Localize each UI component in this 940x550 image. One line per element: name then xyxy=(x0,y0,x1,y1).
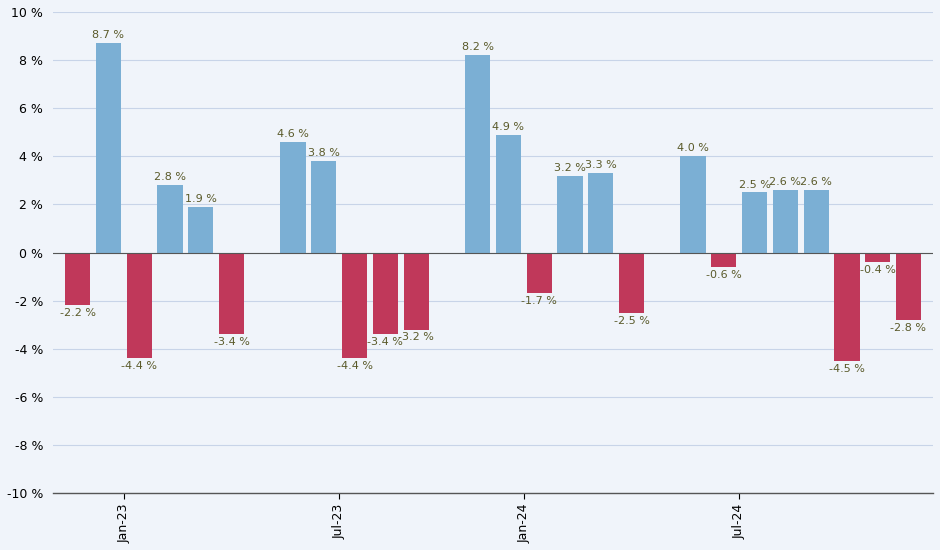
Text: 4.9 %: 4.9 % xyxy=(493,122,525,132)
Text: -2.5 %: -2.5 % xyxy=(614,316,650,326)
Bar xyxy=(373,252,398,334)
Text: -0.6 %: -0.6 % xyxy=(706,270,742,280)
Text: 3.2 %: 3.2 % xyxy=(554,163,586,173)
Bar xyxy=(403,252,429,329)
Text: 8.7 %: 8.7 % xyxy=(92,30,124,40)
Bar xyxy=(557,175,583,252)
Text: 2.6 %: 2.6 % xyxy=(770,177,801,187)
Bar xyxy=(65,252,90,305)
Text: -4.4 %: -4.4 % xyxy=(337,361,372,371)
Text: -3.4 %: -3.4 % xyxy=(213,337,249,347)
Bar xyxy=(742,192,767,252)
Bar xyxy=(342,252,368,359)
Text: -1.7 %: -1.7 % xyxy=(522,296,557,306)
Text: 3.8 %: 3.8 % xyxy=(308,148,339,158)
Bar xyxy=(865,252,890,262)
Bar xyxy=(157,185,182,252)
Bar xyxy=(465,55,491,252)
Text: -4.4 %: -4.4 % xyxy=(121,361,157,371)
Text: 2.5 %: 2.5 % xyxy=(739,179,771,190)
Bar xyxy=(127,252,152,359)
Text: 4.6 %: 4.6 % xyxy=(277,129,309,139)
Text: 2.6 %: 2.6 % xyxy=(800,177,832,187)
Text: 3.3 %: 3.3 % xyxy=(585,160,617,170)
Text: 4.0 %: 4.0 % xyxy=(677,144,709,153)
Text: -0.4 %: -0.4 % xyxy=(860,265,896,275)
Text: 8.2 %: 8.2 % xyxy=(462,42,494,52)
Bar xyxy=(835,252,859,361)
Bar xyxy=(280,142,306,252)
Text: 1.9 %: 1.9 % xyxy=(185,194,217,204)
Text: -4.5 %: -4.5 % xyxy=(829,364,865,373)
Bar xyxy=(526,252,552,294)
Bar xyxy=(311,161,337,252)
Text: -2.2 %: -2.2 % xyxy=(59,309,96,318)
Text: -3.4 %: -3.4 % xyxy=(368,337,403,347)
Bar xyxy=(681,156,706,252)
Text: -2.8 %: -2.8 % xyxy=(890,323,927,333)
Bar xyxy=(896,252,921,320)
Bar xyxy=(773,190,798,252)
Bar xyxy=(588,173,614,252)
Text: -3.2 %: -3.2 % xyxy=(399,332,434,343)
Bar xyxy=(619,252,644,313)
Bar xyxy=(188,207,213,252)
Bar xyxy=(495,135,521,252)
Text: 2.8 %: 2.8 % xyxy=(154,172,186,182)
Bar xyxy=(96,43,121,252)
Bar xyxy=(712,252,736,267)
Bar xyxy=(804,190,829,252)
Bar xyxy=(219,252,244,334)
